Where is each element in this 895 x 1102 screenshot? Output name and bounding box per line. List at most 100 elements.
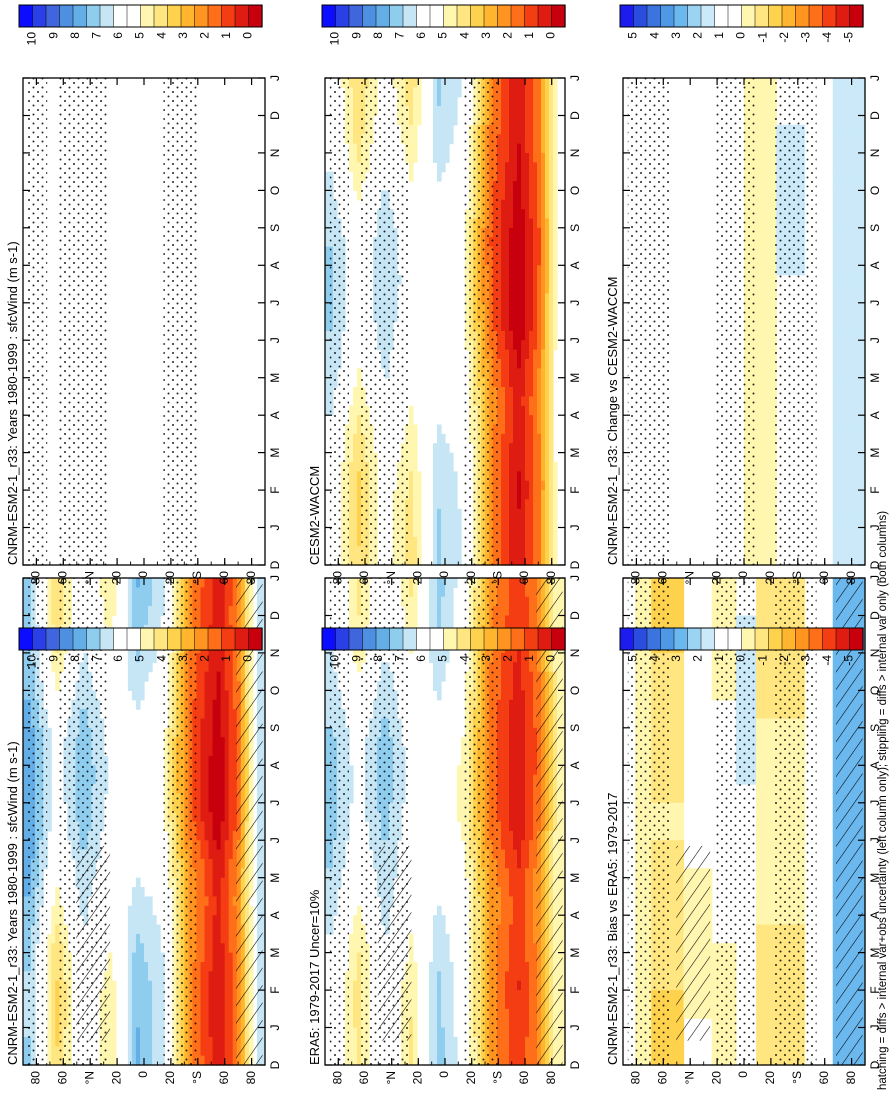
heatmap-cell bbox=[505, 803, 510, 813]
heatmap-cell bbox=[505, 868, 510, 878]
heatmap-cell bbox=[205, 1028, 210, 1038]
heatmap-cell bbox=[128, 681, 133, 691]
heatmap-cell bbox=[433, 1046, 438, 1056]
heatmap-cell bbox=[213, 1037, 218, 1047]
heatmap-cell bbox=[229, 915, 234, 925]
heatmap-cell bbox=[221, 690, 226, 700]
heatmap-cell bbox=[221, 747, 226, 757]
heatmap-cell bbox=[217, 859, 222, 869]
heatmap-cell bbox=[671, 1037, 676, 1047]
heatmap-cell bbox=[501, 681, 506, 691]
heatmap-cell bbox=[445, 934, 450, 944]
heatmap-cell bbox=[140, 1009, 145, 1019]
heatmap-cell bbox=[23, 981, 28, 991]
heatmap-cell bbox=[671, 1046, 676, 1056]
heatmap-cell bbox=[445, 953, 450, 963]
heatmap-cell bbox=[525, 1046, 530, 1056]
heatmap-cell bbox=[132, 999, 137, 1009]
heatmap-cell bbox=[23, 962, 28, 972]
heatmap-cell bbox=[23, 597, 28, 607]
heatmap-cell bbox=[200, 765, 205, 775]
heatmap-cell bbox=[433, 587, 438, 597]
heatmap-cell bbox=[209, 962, 214, 972]
heatmap-cell bbox=[529, 1028, 534, 1038]
heatmap-cell bbox=[148, 615, 153, 625]
heatmap-cell bbox=[501, 981, 506, 991]
heatmap-cell bbox=[225, 1009, 230, 1019]
heatmap-cell bbox=[217, 1037, 222, 1047]
heatmap-cell bbox=[501, 672, 506, 682]
heatmap-cell bbox=[445, 615, 450, 625]
heatmap-cell bbox=[200, 747, 205, 757]
heatmap-cell bbox=[529, 1009, 534, 1019]
colorbar-swatch bbox=[471, 628, 485, 650]
colorbar-swatch bbox=[511, 628, 525, 650]
heatmap-cell bbox=[229, 887, 234, 897]
heatmap-cell bbox=[671, 999, 676, 1009]
heatmap-cell bbox=[505, 971, 510, 981]
colorbar-label: 5 bbox=[436, 655, 450, 662]
heatmap-cell bbox=[671, 887, 676, 897]
heatmap-cell bbox=[357, 1046, 362, 1056]
colorbar-label: 7 bbox=[89, 655, 103, 662]
heatmap-cell bbox=[517, 737, 522, 747]
heatmap-cell bbox=[229, 662, 234, 672]
heatmap-cell bbox=[132, 1018, 137, 1028]
x-tick-label: N bbox=[268, 649, 282, 658]
heatmap-cell bbox=[521, 1009, 526, 1019]
heatmap-cell bbox=[148, 971, 153, 981]
heatmap-cell bbox=[325, 812, 330, 822]
heatmap-cell bbox=[437, 1028, 442, 1038]
heatmap-cell bbox=[349, 962, 354, 972]
heatmap-cell bbox=[213, 587, 218, 597]
heatmap-cell bbox=[457, 775, 462, 785]
heatmap-cell bbox=[225, 587, 230, 597]
heatmap-cell bbox=[47, 943, 52, 953]
heatmap-cell bbox=[441, 934, 446, 944]
heatmap-cell bbox=[144, 1018, 149, 1028]
heatmap-cell bbox=[509, 822, 514, 832]
heatmap-cell bbox=[353, 1046, 358, 1056]
heatmap-cell bbox=[47, 990, 52, 1000]
heatmap-cell bbox=[429, 990, 434, 1000]
heatmap-cell bbox=[140, 662, 145, 672]
colorbar-swatch bbox=[525, 628, 539, 650]
heatmap-cell bbox=[229, 606, 234, 616]
heatmap-cell bbox=[517, 962, 522, 972]
heatmap-cell bbox=[152, 934, 157, 944]
heatmap-cell bbox=[205, 606, 210, 616]
heatmap-cell bbox=[433, 962, 438, 972]
heatmap-cell bbox=[525, 934, 530, 944]
heatmap-cell bbox=[513, 887, 518, 897]
y-tick-label: 0 bbox=[136, 1071, 150, 1078]
heatmap-cell bbox=[525, 1028, 530, 1038]
heatmap-cell bbox=[200, 784, 205, 794]
heatmap-cell bbox=[437, 953, 442, 963]
heatmap-cell bbox=[55, 597, 60, 607]
heatmap-cell bbox=[505, 765, 510, 775]
heatmap-cell bbox=[521, 925, 526, 935]
heatmap-cell bbox=[513, 615, 518, 625]
heatmap-cell bbox=[433, 672, 438, 682]
heatmap-cell bbox=[200, 915, 205, 925]
heatmap-cell bbox=[433, 953, 438, 963]
heatmap-cell bbox=[671, 578, 676, 588]
heatmap-cell bbox=[433, 1009, 438, 1019]
y-tick-label: 80 bbox=[244, 1071, 258, 1085]
heatmap-cell bbox=[51, 1028, 56, 1038]
heatmap-cell bbox=[217, 672, 222, 682]
heatmap-cell bbox=[144, 578, 149, 588]
heatmap-cell bbox=[221, 672, 226, 682]
heatmap-cell bbox=[521, 1046, 526, 1056]
heatmap-cell bbox=[525, 803, 530, 813]
heatmap-cell bbox=[429, 578, 434, 588]
heatmap-cell bbox=[441, 597, 446, 607]
heatmap-cell bbox=[108, 606, 113, 616]
heatmap-cell bbox=[112, 597, 117, 607]
heatmap-cell bbox=[441, 1037, 446, 1047]
heatmap-cell bbox=[437, 681, 442, 691]
heatmap-cell bbox=[209, 803, 214, 813]
heatmap-cell bbox=[225, 737, 230, 747]
heatmap-cell bbox=[209, 1028, 214, 1038]
panel-title: CNRM-ESM2-1_r33: Years 1980-1999 : sfcWi… bbox=[5, 741, 20, 1065]
